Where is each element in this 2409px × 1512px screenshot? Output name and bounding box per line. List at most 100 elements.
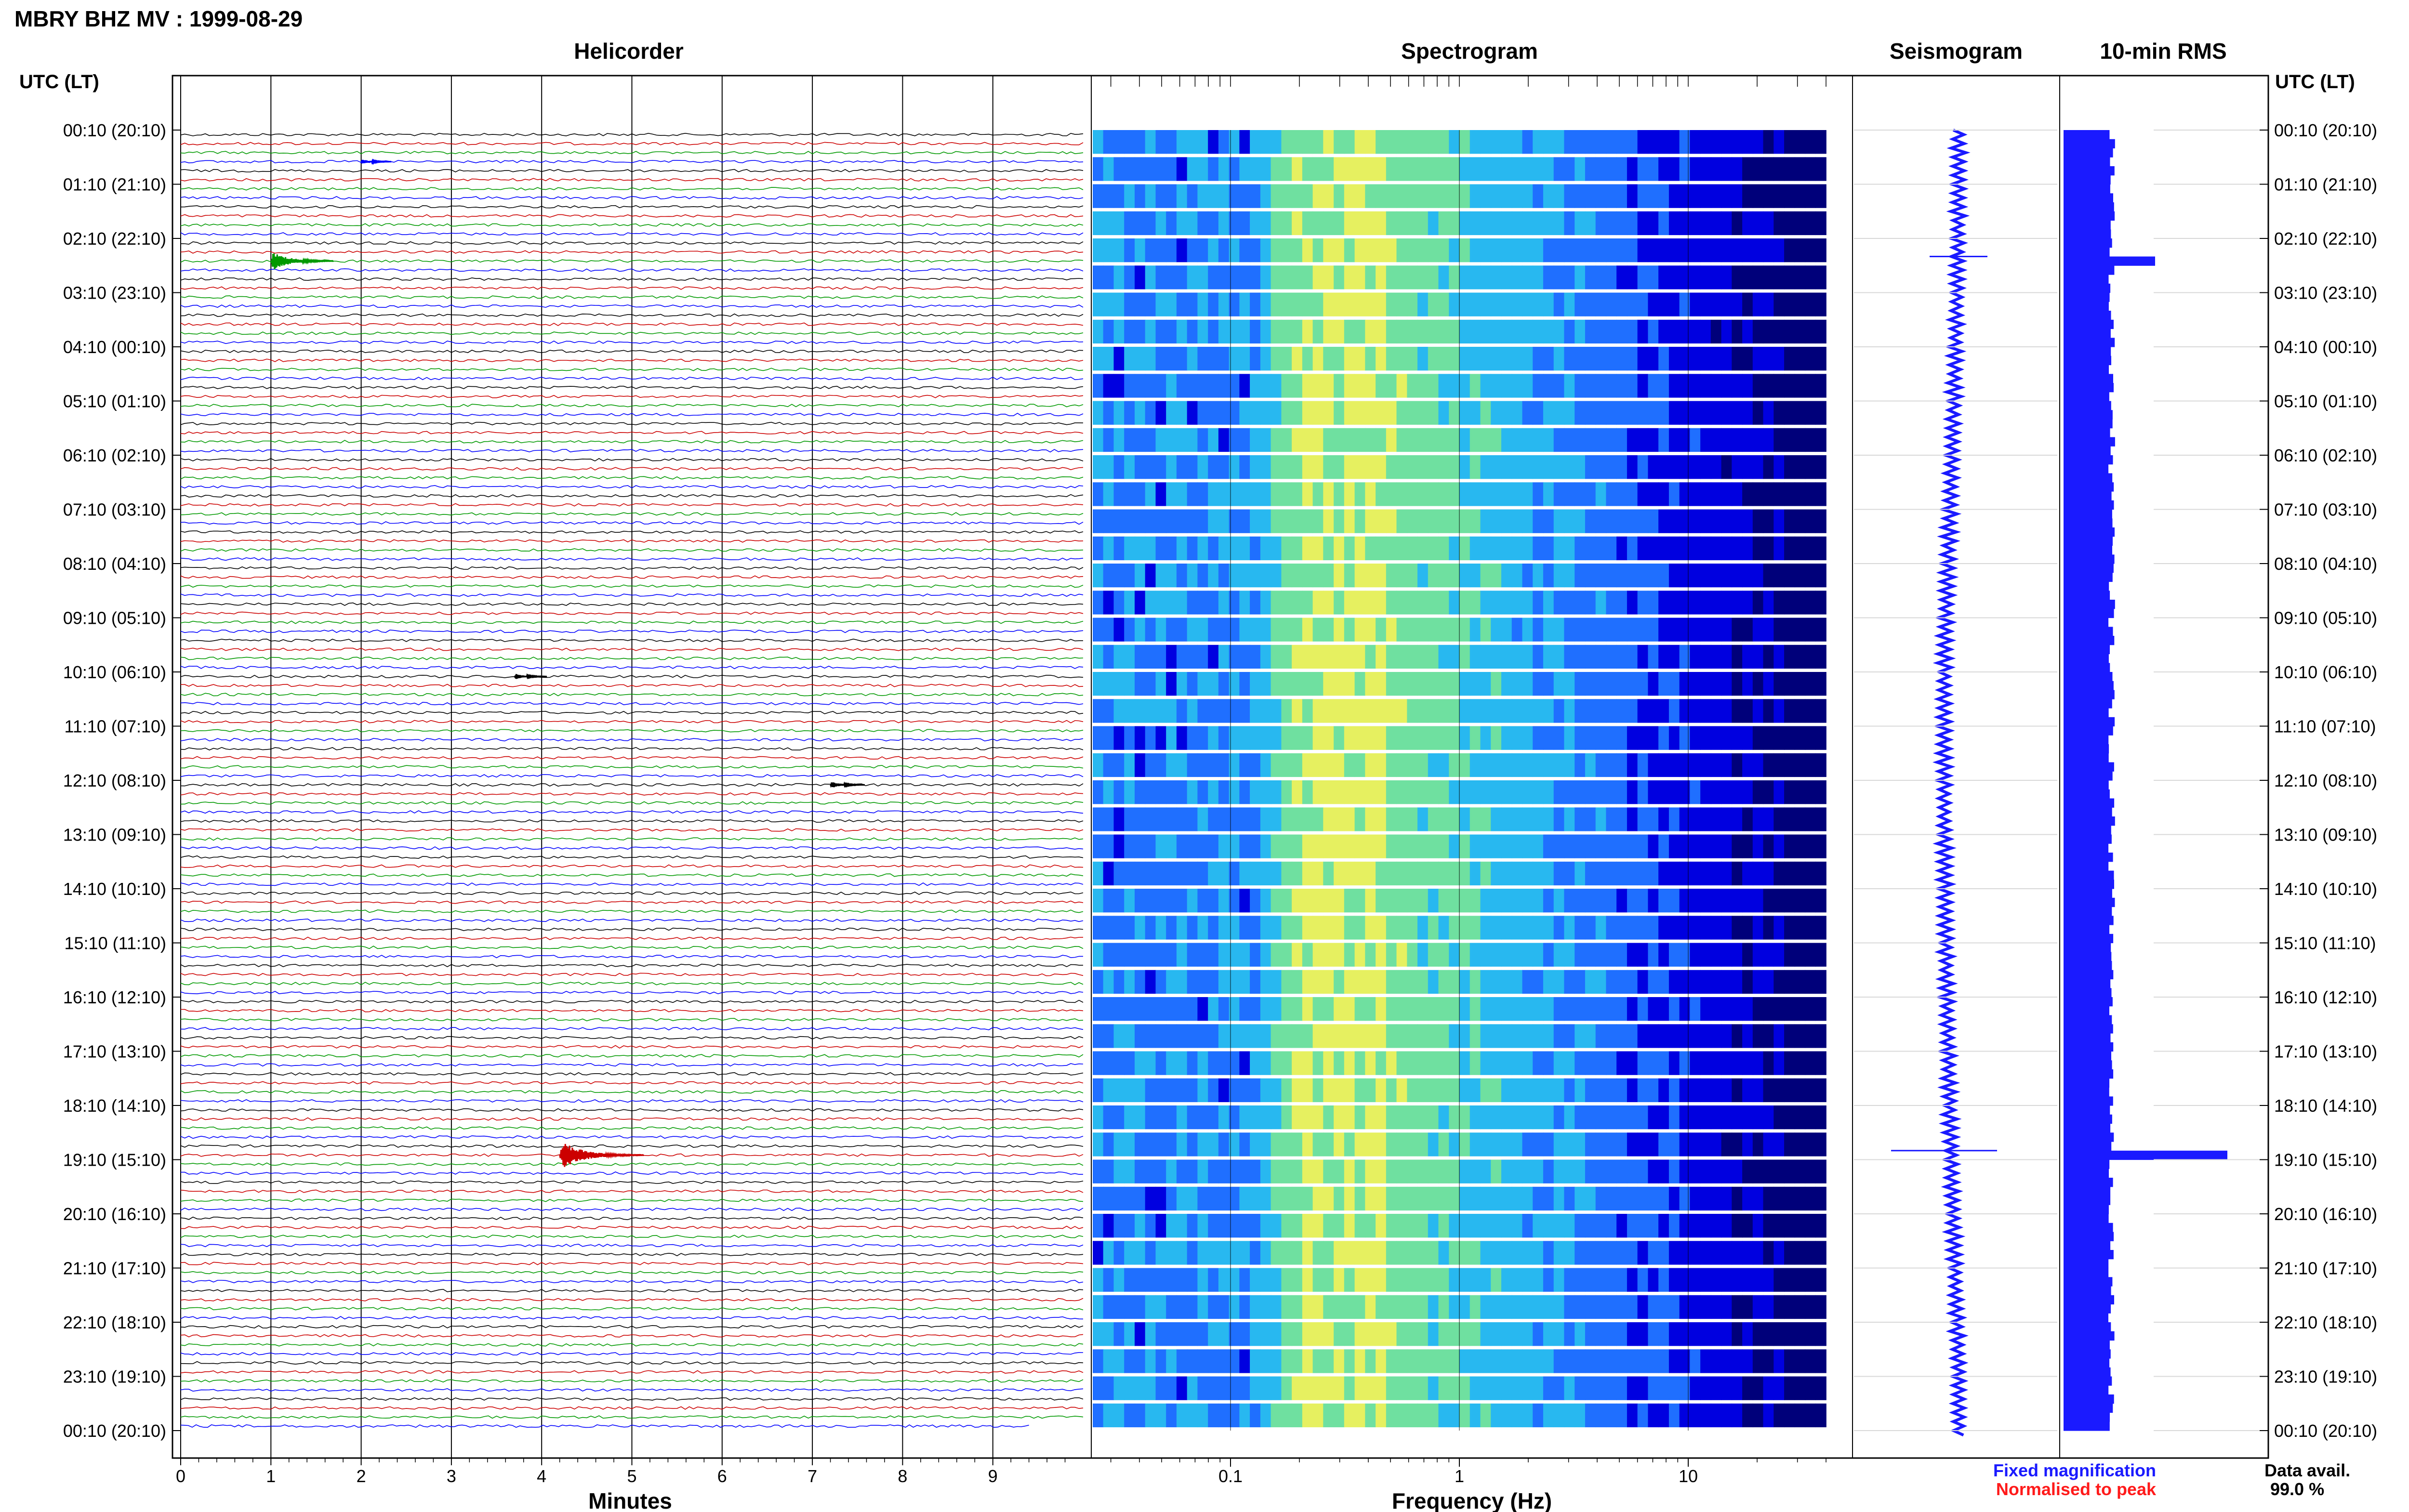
spectrogram-cell <box>1606 1159 1617 1183</box>
spectrogram-cell <box>1491 1241 1502 1265</box>
spectrogram-cell <box>1501 1376 1512 1400</box>
spectrogram-cell <box>1469 347 1481 371</box>
helicorder-trace <box>180 1280 1084 1284</box>
spectrogram-cell <box>1774 1214 1785 1238</box>
spectrogram-cell <box>1281 644 1292 669</box>
spectrogram-cell <box>1208 699 1219 723</box>
spectrogram-cell <box>1449 455 1460 479</box>
spectrogram-cell <box>1260 319 1271 344</box>
spectrogram-cell <box>1668 157 1680 181</box>
spectrogram-cell <box>1480 1186 1491 1211</box>
spectrogram-cell <box>1742 644 1753 669</box>
spectrogram-cell <box>1784 374 1795 398</box>
spectrogram-cell <box>1585 1105 1596 1130</box>
spectrogram-cell <box>1386 211 1397 236</box>
spectrogram-cell <box>1260 1132 1271 1157</box>
spectrogram-cell <box>1553 292 1565 316</box>
spectrogram-cell <box>1229 184 1240 208</box>
spectrogram-cell <box>1376 265 1387 289</box>
rms-bar <box>2064 1159 2110 1169</box>
rms-bar <box>2064 347 2111 356</box>
spectrogram-cell <box>1522 1105 1533 1130</box>
spectrogram-cell <box>1155 916 1166 940</box>
spectrogram-cell <box>1103 347 1114 371</box>
spectrogram-cell <box>1752 1024 1764 1048</box>
spectrogram-cell <box>1302 1078 1313 1103</box>
spectrogram-cell <box>1145 509 1156 533</box>
spectrogram-cell <box>1606 1349 1617 1373</box>
spectrogram-cell <box>1135 509 1146 533</box>
rms-bar <box>2064 1277 2113 1287</box>
rms-bar <box>2064 1078 2110 1088</box>
spectrogram-cell <box>1533 455 1544 479</box>
rms-bar <box>2064 880 2114 889</box>
spectrogram-cell <box>1679 238 1691 263</box>
spectrogram-cell <box>1575 618 1586 642</box>
spectrogram-cell <box>1595 753 1607 777</box>
spectrogram-cell <box>1103 997 1114 1021</box>
helicorder-trace <box>180 1352 1084 1356</box>
spectrogram-cell <box>1334 970 1345 994</box>
spectrogram-cell <box>1595 455 1607 479</box>
helicorder-trace <box>180 503 1084 507</box>
rms-bar <box>2064 473 2113 483</box>
spectrogram-cell <box>1606 1376 1617 1400</box>
rms-bar <box>2064 1069 2114 1079</box>
spectrogram-cell <box>1564 184 1575 208</box>
spectrogram-cell <box>1334 807 1345 831</box>
rms-bar <box>2064 256 2155 266</box>
spectrogram-cell <box>1145 970 1156 994</box>
spectrogram-cell <box>1710 265 1722 289</box>
spectrogram-cell <box>1239 319 1250 344</box>
spectrogram-cell <box>1668 834 1680 858</box>
rms-bar <box>2064 1331 2115 1341</box>
spectrogram-cell <box>1113 1132 1125 1157</box>
spectrogram-cell <box>1501 1105 1512 1130</box>
spectrogram-cell <box>1721 157 1733 181</box>
spectrogram-cell <box>1553 184 1565 208</box>
spectrogram-cell <box>1480 428 1491 452</box>
spectrogram-cell <box>1668 699 1680 723</box>
spectrogram-cell <box>1679 861 1691 886</box>
spectrogram-cell <box>1721 1024 1733 1048</box>
spectrogram-cell <box>1700 347 1711 371</box>
spectrogram-cell <box>1742 1376 1753 1400</box>
spectrogram-cell <box>1323 184 1334 208</box>
helicorder-trace <box>180 602 1084 606</box>
spectrogram-cell <box>1124 1024 1135 1048</box>
spectrogram-cell <box>1417 564 1429 588</box>
spectrogram-cell <box>1093 970 1104 994</box>
rms-bar <box>2064 816 2115 826</box>
spectrogram-cell <box>1533 834 1544 858</box>
spectrogram-cell <box>1166 1403 1177 1428</box>
spectrogram-cell <box>1135 1322 1146 1346</box>
spectrogram-cell <box>1386 889 1397 913</box>
spectrogram-cell <box>1805 319 1816 344</box>
spectrogram-cell <box>1763 1295 1774 1319</box>
spectrogram-cell <box>1155 211 1166 236</box>
spectrogram-cell <box>1135 1024 1146 1048</box>
spectrogram-cell <box>1794 455 1806 479</box>
spectrogram-cell <box>1428 1105 1439 1130</box>
spectrogram-cell <box>1145 1295 1156 1319</box>
spectrogram-cell <box>1784 699 1795 723</box>
spectrogram-cell <box>1784 184 1795 208</box>
spectrogram-cell <box>1145 834 1156 858</box>
spectrogram-cell <box>1124 753 1135 777</box>
spectrogram-cell <box>1553 889 1565 913</box>
spectrogram-cell <box>1585 618 1596 642</box>
spectrogram-cell <box>1438 1241 1449 1265</box>
minute-tick-label: 5 <box>627 1466 636 1486</box>
spectrogram-cell <box>1365 699 1376 723</box>
spectrogram-cell <box>1564 428 1575 452</box>
spectrogram-cell <box>1700 834 1711 858</box>
spectrogram-cell <box>1376 889 1387 913</box>
spectrogram-cell <box>1271 184 1282 208</box>
spectrogram-cell <box>1774 943 1785 967</box>
spectrogram-cell <box>1302 428 1313 452</box>
spectrogram-cell <box>1187 997 1198 1021</box>
rms-bar <box>2064 943 2111 952</box>
spectrogram-cell <box>1721 482 1733 506</box>
helicorder-trace <box>180 1288 1084 1292</box>
spectrogram-cell <box>1721 1403 1733 1428</box>
